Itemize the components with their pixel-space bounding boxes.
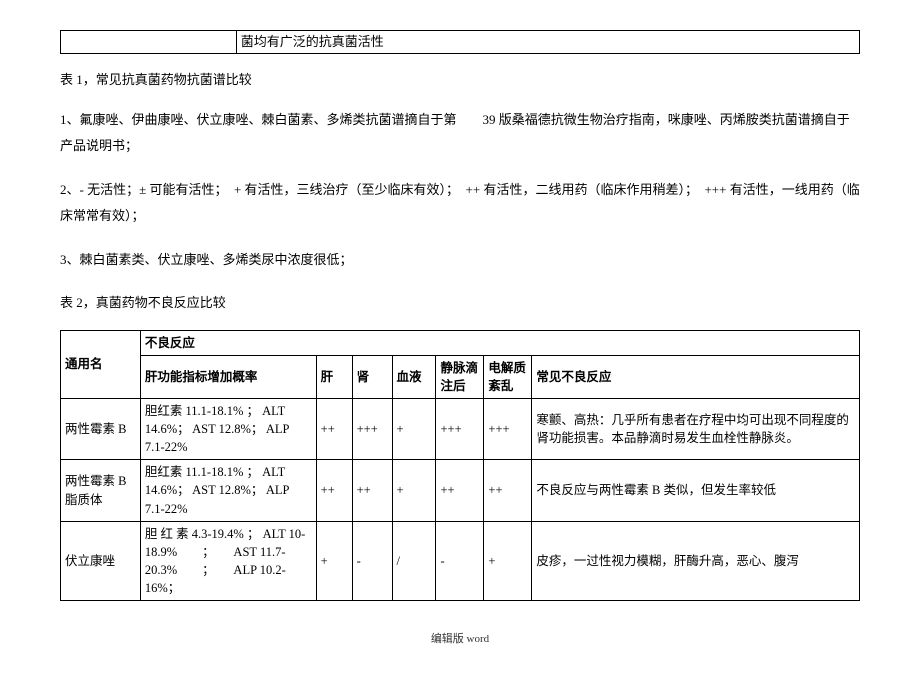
note-2: 2、- 无活性；± 可能有活性； + 有活性，三线治疗（至少临床有效）； ++ … xyxy=(60,177,860,229)
cell-k: - xyxy=(352,521,392,601)
cell-g: ++ xyxy=(316,398,352,459)
cell-iv: - xyxy=(436,521,484,601)
header-row-1: 通用名 不良反应 xyxy=(61,330,860,355)
top-fragment-table: 菌均有广泛的抗真菌活性 xyxy=(60,30,860,54)
cell-blood: + xyxy=(392,460,436,521)
table-row: 两性霉素 B 胆红素 11.1-18.1% ； ALT 14.6%； AST 1… xyxy=(61,398,860,459)
cell-elec: +++ xyxy=(484,398,532,459)
cell-liver: 胆红素 11.1-18.1% ； ALT 14.6%； AST 12.8%； A… xyxy=(140,460,316,521)
cell-liver: 胆红素 11.1-18.1% ； ALT 14.6%； AST 12.8%； A… xyxy=(140,398,316,459)
adverse-reaction-table: 通用名 不良反应 肝功能指标增加概率 肝 肾 血液 静脉滴注后 电解质紊乱 常见… xyxy=(60,330,860,602)
cell-k: +++ xyxy=(352,398,392,459)
th-blood: 血液 xyxy=(392,355,436,398)
cell-blood: + xyxy=(392,398,436,459)
cell-blood: / xyxy=(392,521,436,601)
table1-title: 表 1，常见抗真菌药物抗菌谱比较 xyxy=(60,68,860,93)
cell-g: ++ xyxy=(316,460,352,521)
top-cell-empty xyxy=(61,31,237,54)
note-1: 1、氟康唑、伊曲康唑、伏立康唑、棘白菌素、多烯类抗菌谱摘自于第 39 版桑福德抗… xyxy=(60,107,860,159)
cell-liver: 胆 红 素 4.3-19.4% ； ALT 10-18.9% ； AST 11.… xyxy=(140,521,316,601)
note-3: 3、棘白菌素类、伏立康唑、多烯类尿中浓度很低； xyxy=(60,247,860,273)
cell-elec: ++ xyxy=(484,460,532,521)
cell-iv: ++ xyxy=(436,460,484,521)
th-adr-top: 不良反应 xyxy=(140,330,859,355)
th-adr: 常见不良反应 xyxy=(532,355,860,398)
top-cell-text: 菌均有广泛的抗真菌活性 xyxy=(236,31,859,54)
table2-title: 表 2，真菌药物不良反应比较 xyxy=(60,291,860,316)
th-shen: 肾 xyxy=(352,355,392,398)
page-container: 菌均有广泛的抗真菌活性 表 1，常见抗真菌药物抗菌谱比较 1、氟康唑、伊曲康唑、… xyxy=(30,0,890,690)
page-footer: 编辑版 word xyxy=(60,629,860,650)
th-elec: 电解质紊乱 xyxy=(484,355,532,398)
th-name: 通用名 xyxy=(61,330,141,398)
top-fragment-row: 菌均有广泛的抗真菌活性 xyxy=(61,31,860,54)
cell-name: 伏立康唑 xyxy=(61,521,141,601)
th-iv: 静脉滴注后 xyxy=(436,355,484,398)
cell-adr: 皮疹，一过性视力模糊，肝酶升高，恶心、腹泻 xyxy=(532,521,860,601)
header-row-2: 肝功能指标增加概率 肝 肾 血液 静脉滴注后 电解质紊乱 常见不良反应 xyxy=(61,355,860,398)
cell-name: 两性霉素 B 脂质体 xyxy=(61,460,141,521)
table-row: 伏立康唑 胆 红 素 4.3-19.4% ； ALT 10-18.9% ； AS… xyxy=(61,521,860,601)
cell-name: 两性霉素 B xyxy=(61,398,141,459)
cell-adr: 寒颤、高热：几乎所有患者在疗程中均可出现不同程度的肾功能损害。本品静滴时易发生血… xyxy=(532,398,860,459)
cell-elec: + xyxy=(484,521,532,601)
th-liver: 肝功能指标增加概率 xyxy=(140,355,316,398)
th-gan: 肝 xyxy=(316,355,352,398)
cell-g: + xyxy=(316,521,352,601)
cell-iv: +++ xyxy=(436,398,484,459)
cell-adr: 不良反应与两性霉素 B 类似，但发生率较低 xyxy=(532,460,860,521)
cell-k: ++ xyxy=(352,460,392,521)
table-row: 两性霉素 B 脂质体 胆红素 11.1-18.1% ； ALT 14.6%； A… xyxy=(61,460,860,521)
